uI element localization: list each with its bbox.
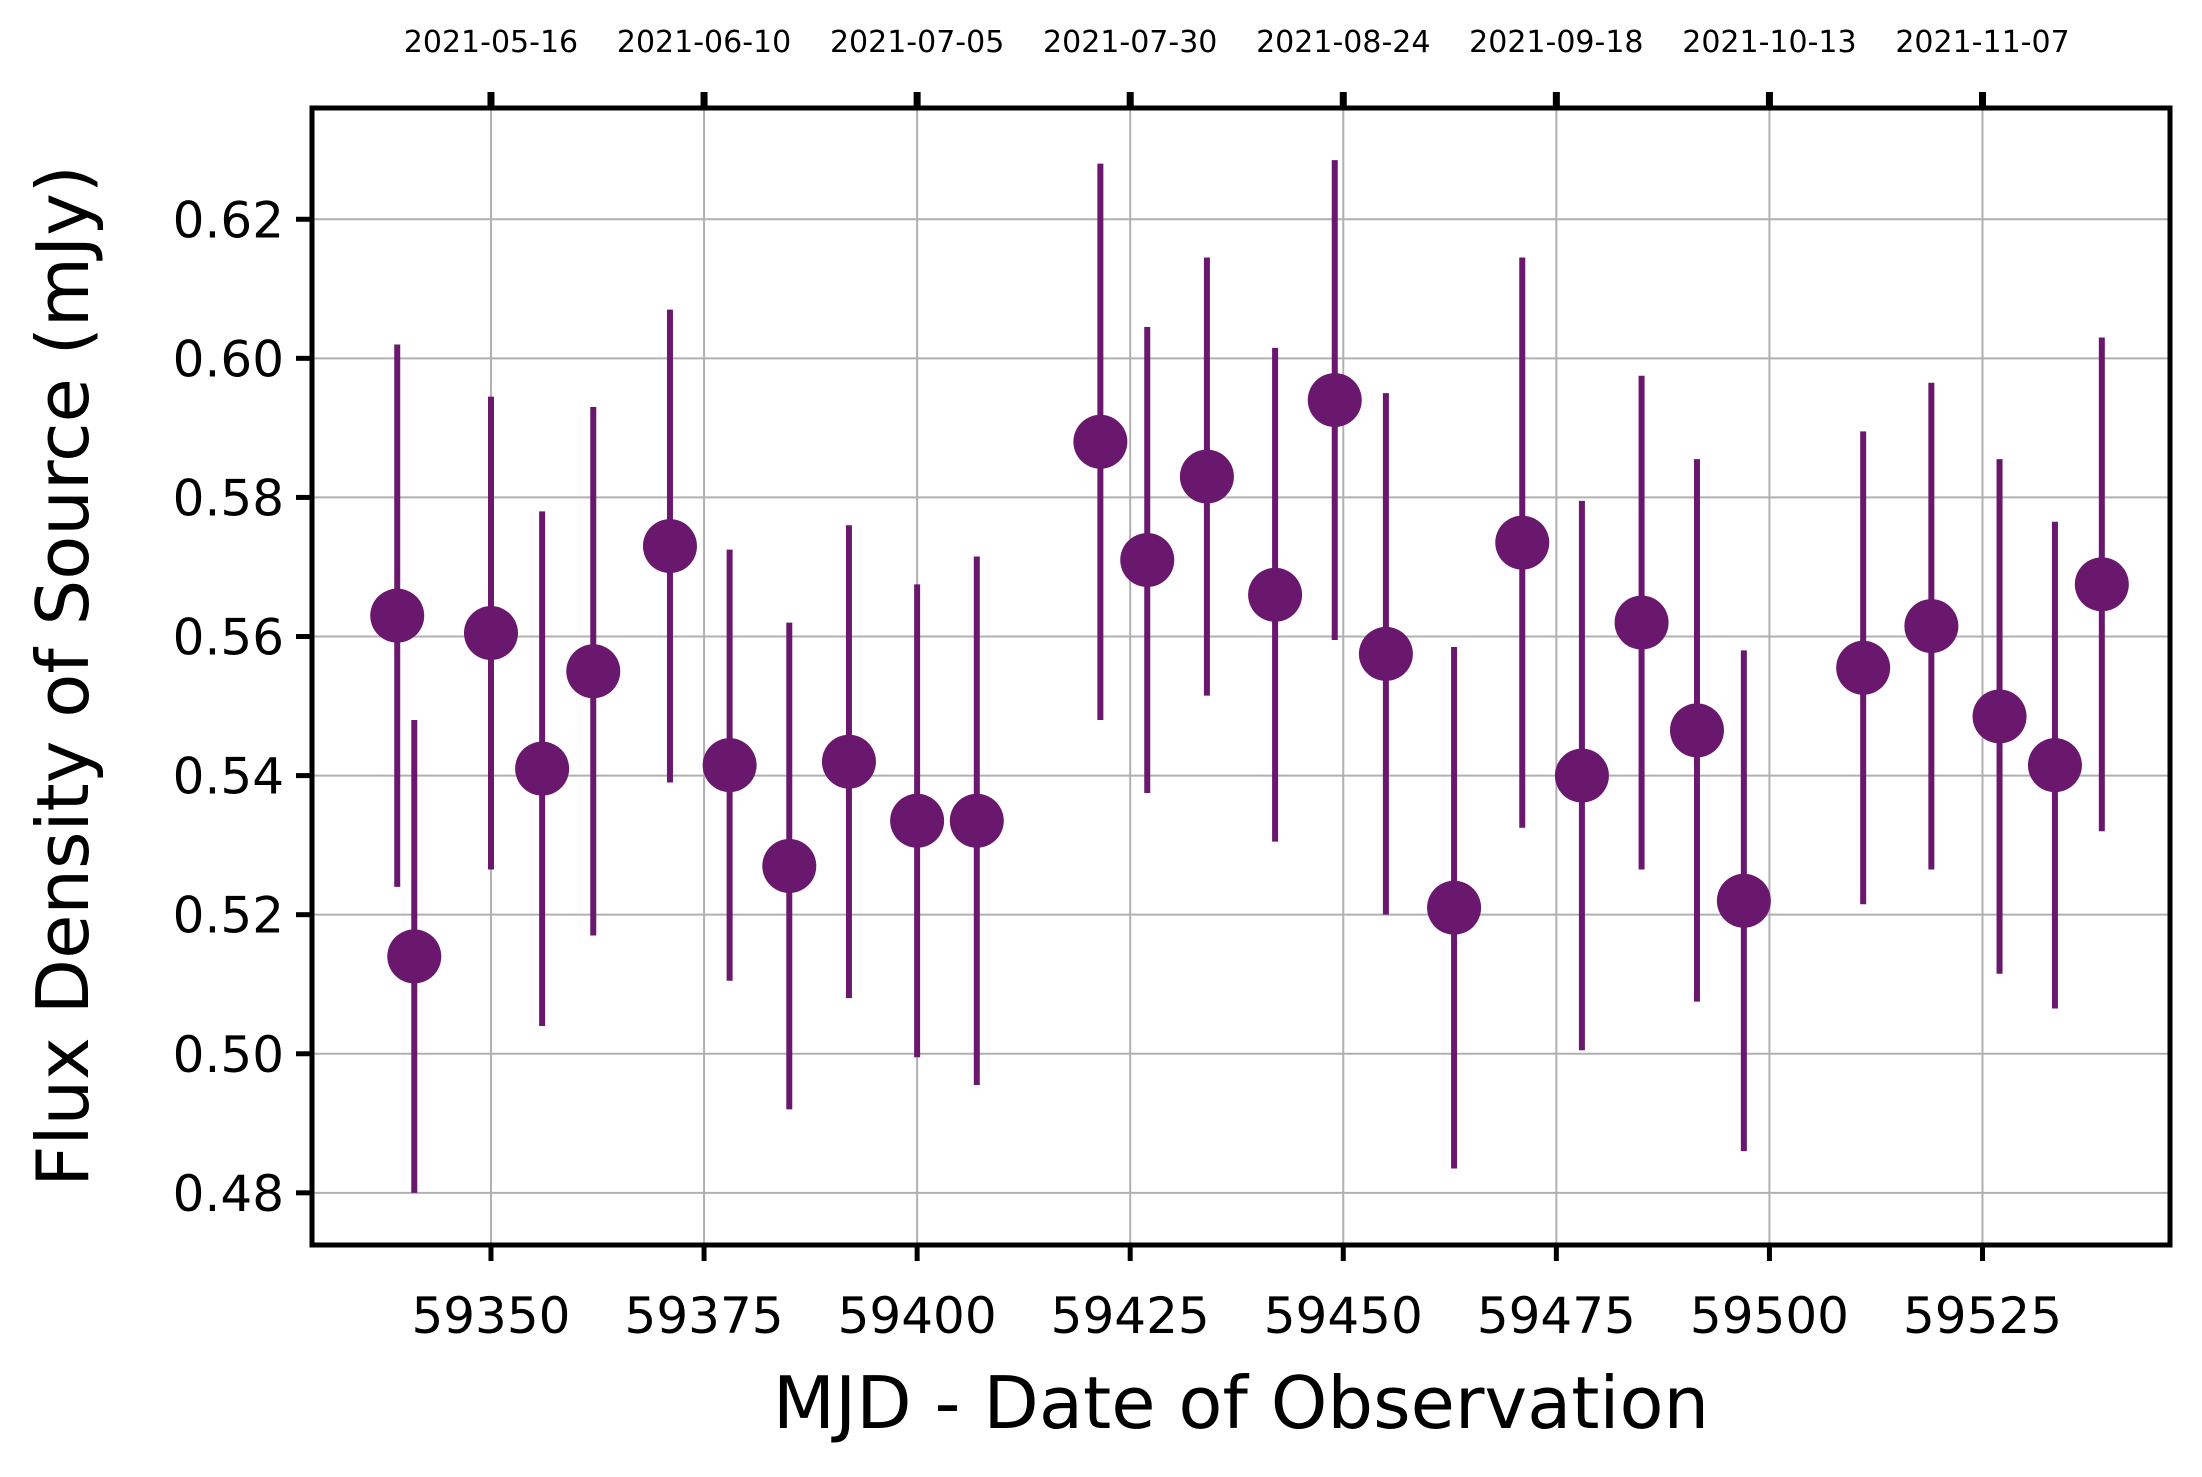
data-point bbox=[762, 839, 817, 893]
data-point bbox=[1120, 533, 1175, 588]
x-axis-tick-labels: 59350 59375 59400 59425 59450 59475 59500 59525 bbox=[411, 1287, 2062, 1345]
top-date-tick-labels: 2021-05-16 2021-06-10 2021-07-05 2021-07-30… bbox=[404, 25, 2070, 60]
data-point bbox=[949, 793, 1004, 848]
data-point bbox=[1614, 595, 1669, 650]
data-point bbox=[1248, 567, 1303, 622]
plot-frame bbox=[309, 105, 2173, 1248]
x-tick-label: 59525 bbox=[1903, 1287, 2062, 1345]
data-point bbox=[1554, 748, 1609, 803]
x-tick-label: 59400 bbox=[838, 1287, 997, 1345]
data-point bbox=[1716, 873, 1771, 928]
data-point bbox=[1307, 373, 1362, 428]
data-point bbox=[1972, 689, 2027, 744]
y-axis-label: Flux Density of Source (mJy) bbox=[21, 165, 105, 1187]
top-date-label: 2021-10-13 bbox=[1682, 25, 1856, 60]
data-point bbox=[1358, 626, 1413, 681]
data-point bbox=[1669, 703, 1724, 758]
top-date-label: 2021-05-16 bbox=[404, 25, 578, 60]
data-point bbox=[387, 929, 442, 984]
top-date-label: 2021-11-07 bbox=[1895, 25, 2069, 60]
y-tick-label: 0.52 bbox=[173, 887, 284, 945]
x-tick-label: 59375 bbox=[625, 1287, 784, 1345]
y-tick-label: 0.62 bbox=[173, 191, 284, 249]
top-date-label: 2021-09-18 bbox=[1469, 25, 1643, 60]
x-tick-label: 59500 bbox=[1690, 1287, 1849, 1345]
x-tick-label: 59450 bbox=[1264, 1287, 1423, 1345]
data-point bbox=[1495, 515, 1550, 570]
data-point bbox=[1179, 449, 1234, 504]
data-point bbox=[1904, 599, 1959, 654]
data-point bbox=[1073, 414, 1128, 469]
data-point bbox=[2074, 557, 2129, 612]
top-date-label: 2021-06-10 bbox=[617, 25, 791, 60]
x-tick-label: 59475 bbox=[1477, 1287, 1636, 1345]
data-point bbox=[463, 606, 518, 661]
data-point bbox=[1427, 880, 1482, 935]
data-point bbox=[890, 793, 945, 848]
y-tick-label: 0.54 bbox=[173, 748, 284, 806]
top-date-label: 2021-07-05 bbox=[830, 25, 1004, 60]
data-point bbox=[2027, 738, 2082, 793]
data-point bbox=[1836, 640, 1891, 695]
y-tick-label: 0.56 bbox=[173, 609, 284, 667]
y-axis-tick-labels: 0.48 0.50 0.52 0.54 0.56 0.58 0.60 0.62 bbox=[173, 191, 284, 1223]
data-point bbox=[566, 644, 621, 699]
y-tick-label: 0.50 bbox=[173, 1026, 284, 1084]
y-tick-label: 0.58 bbox=[173, 469, 284, 527]
data-point bbox=[642, 519, 697, 574]
x-tick-label: 59425 bbox=[1051, 1287, 1210, 1345]
data-point bbox=[702, 738, 757, 793]
data-point bbox=[821, 734, 876, 789]
data-point bbox=[515, 741, 570, 796]
y-tick-label: 0.48 bbox=[173, 1165, 284, 1223]
top-date-label: 2021-07-30 bbox=[1043, 25, 1217, 60]
axis-ticks bbox=[296, 92, 1986, 1261]
top-date-label: 2021-08-24 bbox=[1256, 25, 1430, 60]
x-tick-label: 59350 bbox=[411, 1287, 570, 1345]
x-axis-label: MJD - Date of Observation bbox=[773, 1361, 1709, 1445]
y-tick-label: 0.60 bbox=[173, 330, 284, 388]
data-point bbox=[370, 588, 425, 643]
data-points bbox=[370, 373, 2129, 984]
